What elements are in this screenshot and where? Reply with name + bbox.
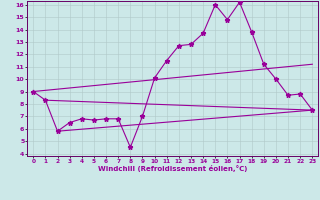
X-axis label: Windchill (Refroidissement éolien,°C): Windchill (Refroidissement éolien,°C)	[98, 165, 247, 172]
